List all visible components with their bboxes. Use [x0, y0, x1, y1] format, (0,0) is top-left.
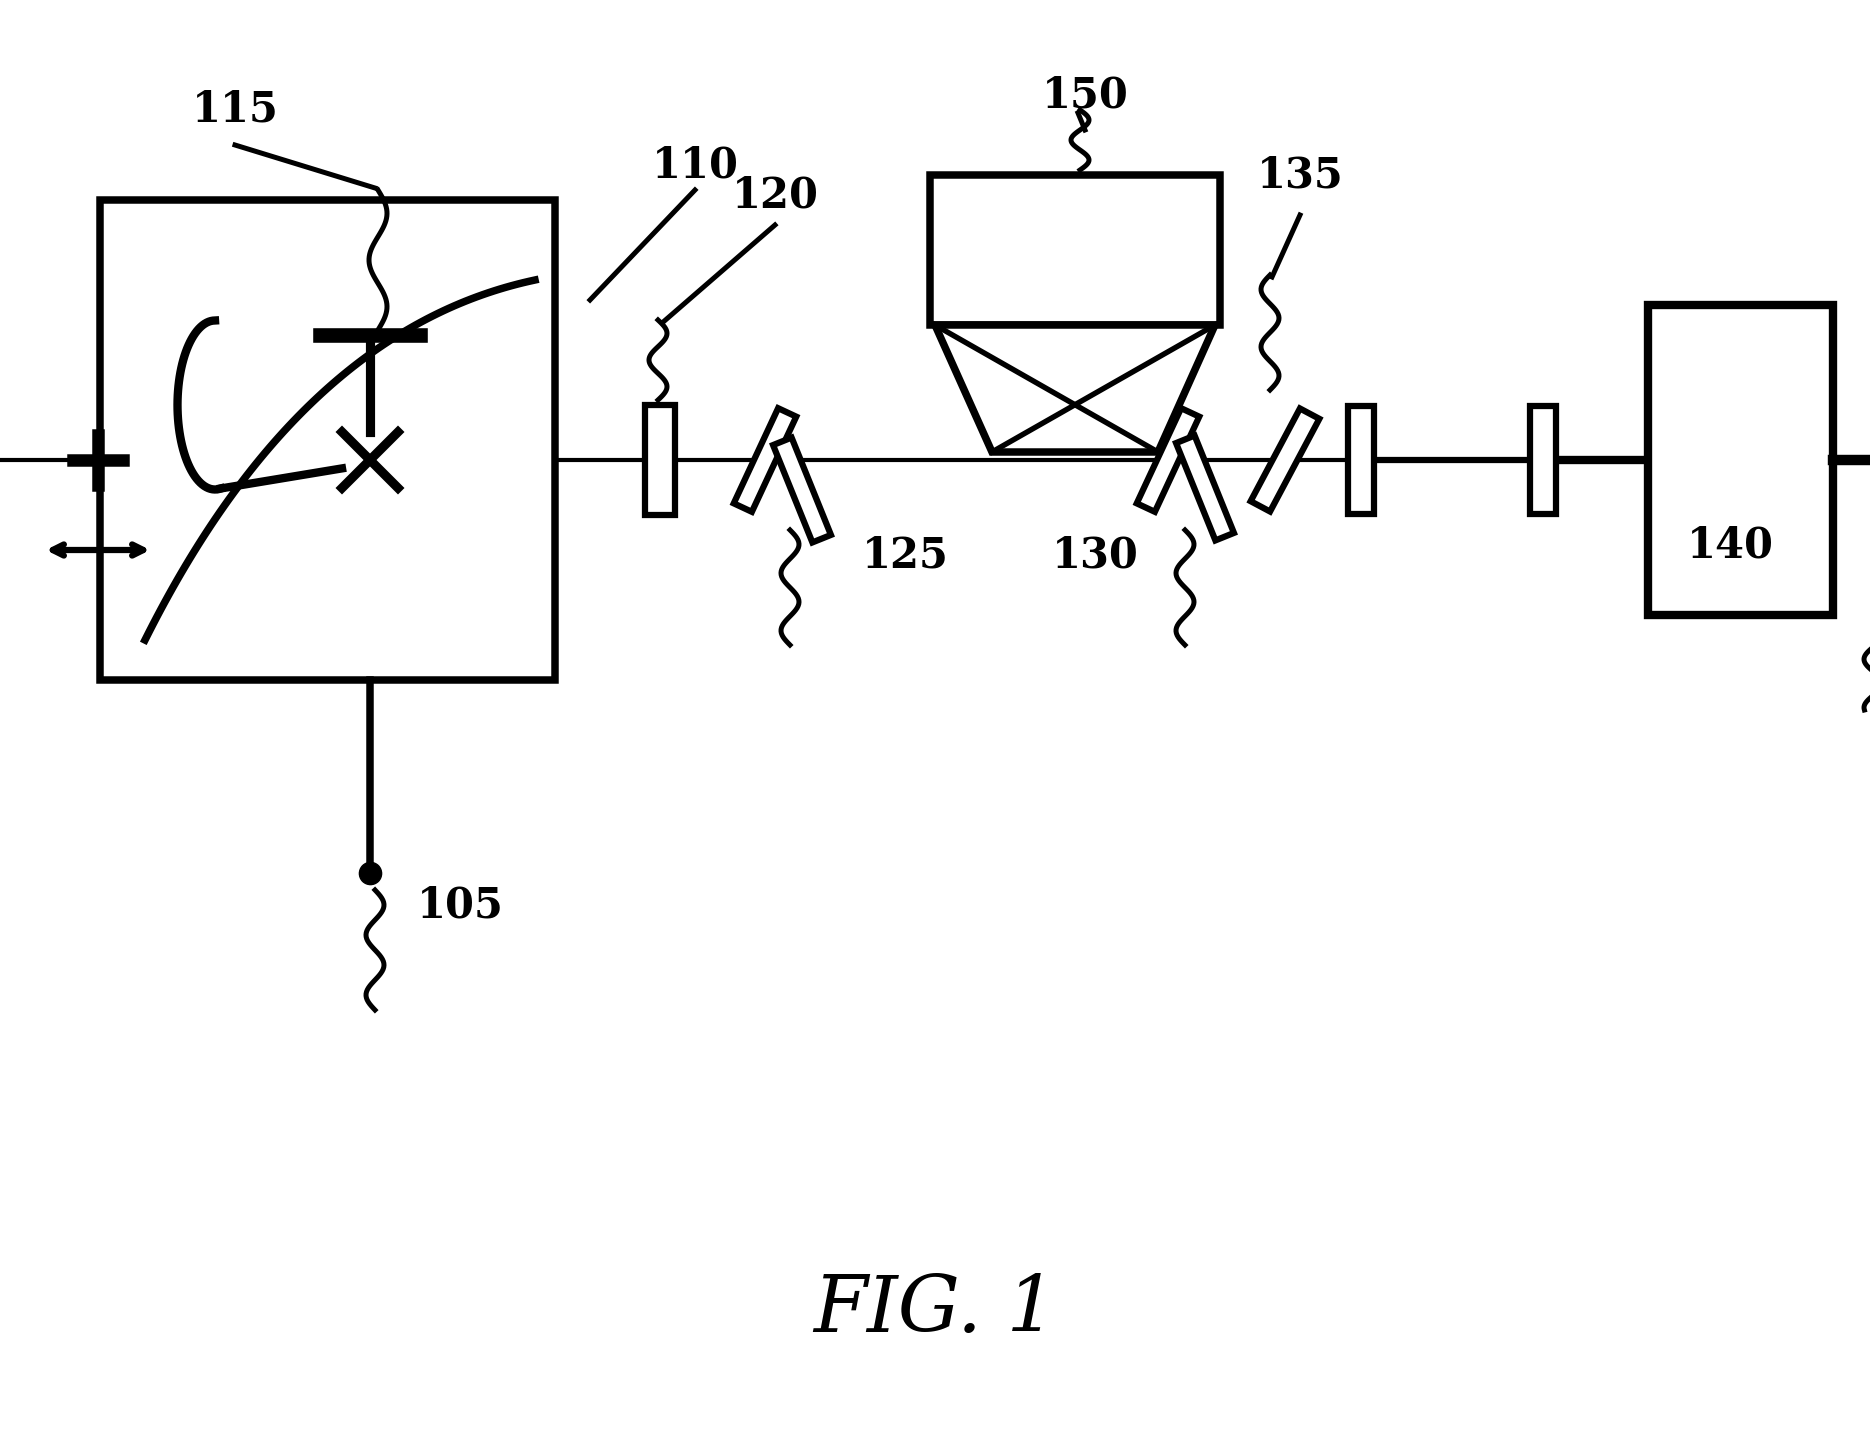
Text: 125: 125	[862, 534, 948, 577]
Text: 110: 110	[651, 144, 739, 186]
Polygon shape	[772, 438, 830, 543]
Bar	[929, 175, 1219, 325]
Polygon shape	[1251, 409, 1320, 511]
Text: 105: 105	[417, 884, 503, 926]
Polygon shape	[935, 325, 1216, 451]
Text: 115: 115	[191, 89, 279, 131]
Bar	[99, 199, 555, 680]
Bar	[1647, 304, 1833, 614]
Text: 140: 140	[1687, 524, 1773, 566]
Text: 120: 120	[731, 175, 819, 215]
Text: 135: 135	[1257, 154, 1343, 197]
Polygon shape	[733, 408, 797, 513]
Text: 130: 130	[1051, 534, 1139, 577]
Bar	[645, 405, 675, 515]
Polygon shape	[1137, 408, 1199, 513]
Bar	[1348, 406, 1374, 514]
Text: 150: 150	[1042, 74, 1128, 116]
Bar	[1530, 406, 1556, 514]
Polygon shape	[1176, 435, 1234, 540]
Text: FIG. 1: FIG. 1	[813, 1273, 1057, 1348]
